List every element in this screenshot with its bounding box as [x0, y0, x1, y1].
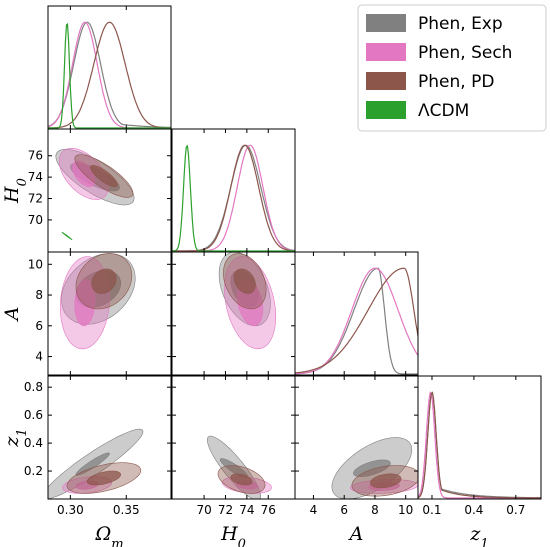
y-axis-title-h0-symbol: H	[1, 186, 23, 204]
x-tick-label: 0.1	[422, 503, 441, 517]
x-tick-label: 8	[371, 503, 379, 517]
legend-swatch	[366, 14, 406, 32]
marginal-curve-phen-pd	[295, 268, 418, 373]
legend-label: Phen, Exp	[418, 14, 503, 34]
x-tick-label: 0.30	[57, 503, 84, 517]
x-tick-label: 0.7	[506, 503, 525, 517]
x-axis-title-om-subscript: m	[111, 537, 123, 547]
x-axis-title-om: Ωm	[94, 523, 123, 547]
x-tick-label: 70	[196, 503, 211, 517]
marginal-curve--cdm	[172, 146, 295, 251]
y-axis-title-A: A	[1, 307, 23, 323]
panel-h0	[172, 129, 295, 252]
y-tick-label: 6	[35, 319, 43, 333]
panel-om-h0	[48, 129, 171, 252]
x-tick-label: 74	[239, 503, 254, 517]
x-tick-label: 72	[218, 503, 233, 517]
panel-h0-A	[172, 252, 295, 375]
y-axis-title-h0: H0	[1, 178, 30, 204]
legend-label: Phen, Sech	[418, 43, 512, 63]
panel-om	[48, 6, 171, 129]
y-tick-label: 10	[28, 257, 43, 271]
panel-content	[172, 145, 295, 251]
panel-content	[295, 268, 418, 374]
y-tick-label: 0.2	[24, 464, 43, 478]
panel-om-z1	[42, 376, 171, 499]
panel-content	[42, 429, 143, 499]
x-tick-label: 0.4	[464, 503, 483, 517]
y-tick-label: 0.8	[24, 380, 43, 394]
x-tick-label: 6	[340, 503, 348, 517]
x-axis-title-om-symbol: Ω	[94, 523, 111, 545]
panel-content	[332, 438, 420, 500]
y-tick-label: 76	[28, 149, 43, 163]
x-axis-title-A-symbol: A	[348, 523, 364, 545]
panel-A	[295, 252, 418, 375]
legend: Phen, Exp Phen, Sech Phen, PD ΛCDM	[358, 5, 546, 131]
panel-content	[207, 436, 271, 500]
x-axis-title-z1-subscript: 1	[480, 537, 488, 547]
marginal-curve-phen-exp	[48, 22, 171, 127]
panel-content	[48, 22, 171, 128]
y-tick-label: 0.4	[24, 436, 43, 450]
marginal-curve-phen-sech	[48, 22, 171, 128]
panel-A-z1	[295, 376, 420, 499]
panel-content	[56, 148, 134, 239]
legend-swatch	[366, 43, 406, 61]
x-tick-label: 4	[310, 503, 318, 517]
marginal-curve-phen-exp	[295, 268, 418, 374]
x-axis-title-z1: z1	[469, 523, 488, 547]
y-axis-title-A-symbol: A	[1, 307, 23, 323]
x-axis-title-h0-subscript: 0	[238, 537, 246, 547]
y-axis-title-z1-subscript: 1	[15, 428, 30, 436]
y-tick-label: 4	[35, 350, 43, 364]
x-axis-title-h0-symbol: H	[220, 523, 238, 545]
panel-content	[219, 252, 276, 349]
x-axis-title-A: A	[348, 523, 364, 545]
panel-content	[418, 393, 541, 499]
legend-label: ΛCDM	[418, 101, 469, 121]
marginal-curve-phen-sech	[295, 268, 418, 374]
x-tick-label: 10	[398, 503, 413, 517]
y-tick-label: 8	[35, 288, 43, 302]
y-tick-label: 70	[28, 213, 43, 227]
legend-swatch	[366, 101, 406, 119]
panel-z1	[418, 376, 541, 499]
contour-68--cdm	[65, 234, 69, 237]
y-tick-label: 72	[28, 192, 43, 206]
x-tick-label: 76	[261, 503, 276, 517]
y-tick-label: 74	[28, 170, 43, 184]
y-tick-label: 0.6	[24, 408, 43, 422]
panel-h0-z1	[172, 376, 295, 500]
legend-label: Phen, PD	[418, 72, 494, 92]
x-tick-label: 0.35	[113, 503, 140, 517]
x-axis-title-h0: H0	[220, 523, 246, 547]
panel-om-A	[48, 252, 171, 375]
y-axis-title-h0-subscript: 0	[15, 178, 30, 186]
panel-content	[60, 254, 135, 349]
legend-swatch	[366, 72, 406, 90]
marginal-curve-phen-pd	[418, 393, 541, 498]
